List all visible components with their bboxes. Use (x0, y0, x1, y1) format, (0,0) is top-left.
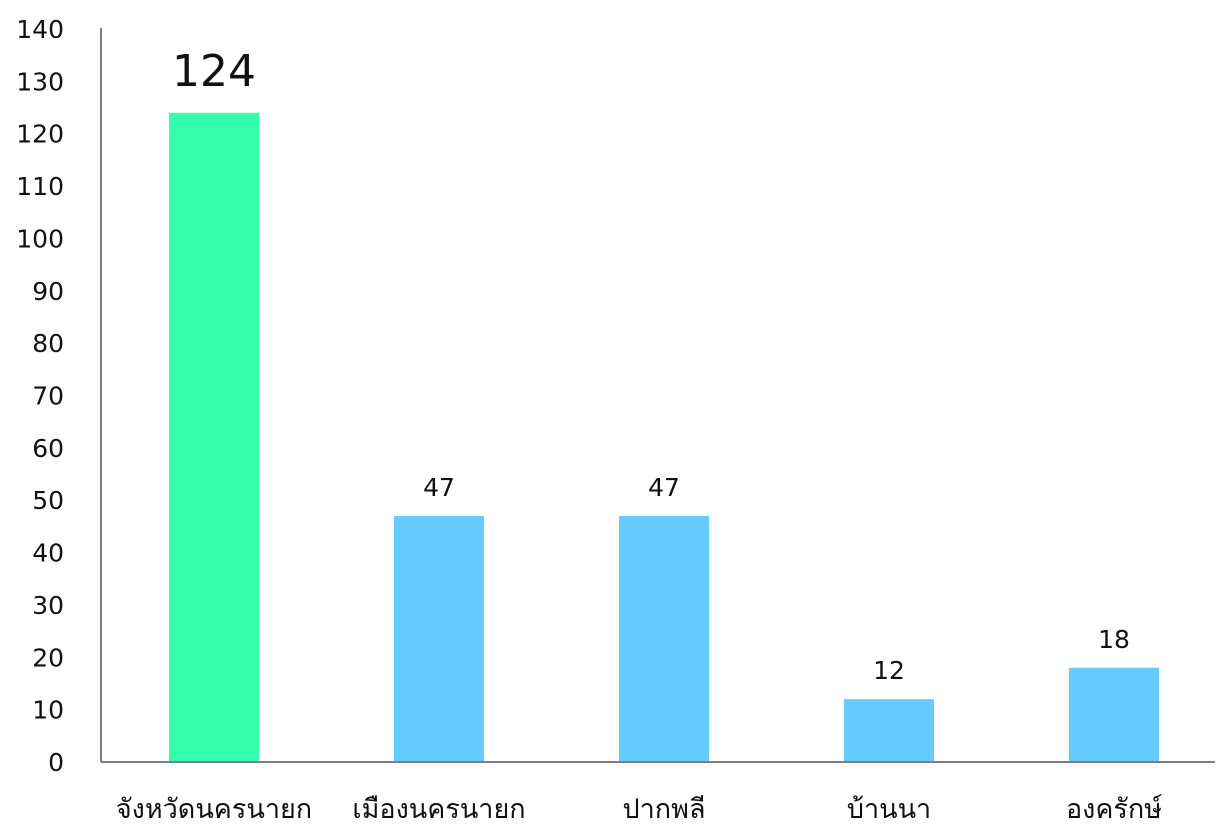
x-category-label: เมืองนครนายก (352, 794, 525, 825)
y-tick-label: 90 (32, 277, 64, 306)
x-category-label: จังหวัดนครนายก (116, 794, 312, 825)
y-tick-label: 60 (32, 434, 64, 463)
bar-value-label: 12 (873, 656, 905, 685)
y-axis-ticks: 0 10 20 30 40 50 60 70 80 90 100 110 120 130 140 (16, 15, 64, 777)
y-tick-label: 20 (32, 643, 64, 672)
bar-value-label: 18 (1098, 625, 1130, 654)
bar-value-label: 124 (172, 46, 256, 97)
bar (844, 699, 934, 762)
x-category-label: บ้านนา (847, 794, 931, 825)
y-tick-label: 10 (32, 696, 64, 725)
x-category-label: องครักษ์ (1066, 793, 1163, 825)
y-tick-label: 40 (32, 539, 64, 568)
y-tick-label: 110 (16, 172, 64, 201)
y-tick-label: 100 (16, 224, 64, 253)
value-labels-group: 124 47 47 12 18 (172, 46, 1130, 685)
y-tick-label: 30 (32, 591, 64, 620)
bar (1069, 667, 1159, 762)
y-tick-label: 50 (32, 486, 64, 515)
x-category-label: ปากพลี (623, 794, 706, 825)
bars-group (169, 112, 1159, 763)
x-axis-labels: จังหวัดนครนายก เมืองนครนายก ปากพลี บ้านนา อง… (116, 793, 1163, 825)
bar (619, 515, 709, 762)
bar (169, 112, 259, 763)
y-tick-label: 0 (48, 748, 64, 777)
y-tick-label: 70 (32, 382, 64, 411)
y-tick-label: 120 (16, 120, 64, 149)
bar-value-label: 47 (423, 473, 455, 502)
bar-value-label: 47 (648, 473, 680, 502)
bar (394, 515, 484, 762)
y-tick-label: 140 (16, 15, 64, 44)
y-tick-label: 80 (32, 329, 64, 358)
y-tick-label: 130 (16, 67, 64, 96)
